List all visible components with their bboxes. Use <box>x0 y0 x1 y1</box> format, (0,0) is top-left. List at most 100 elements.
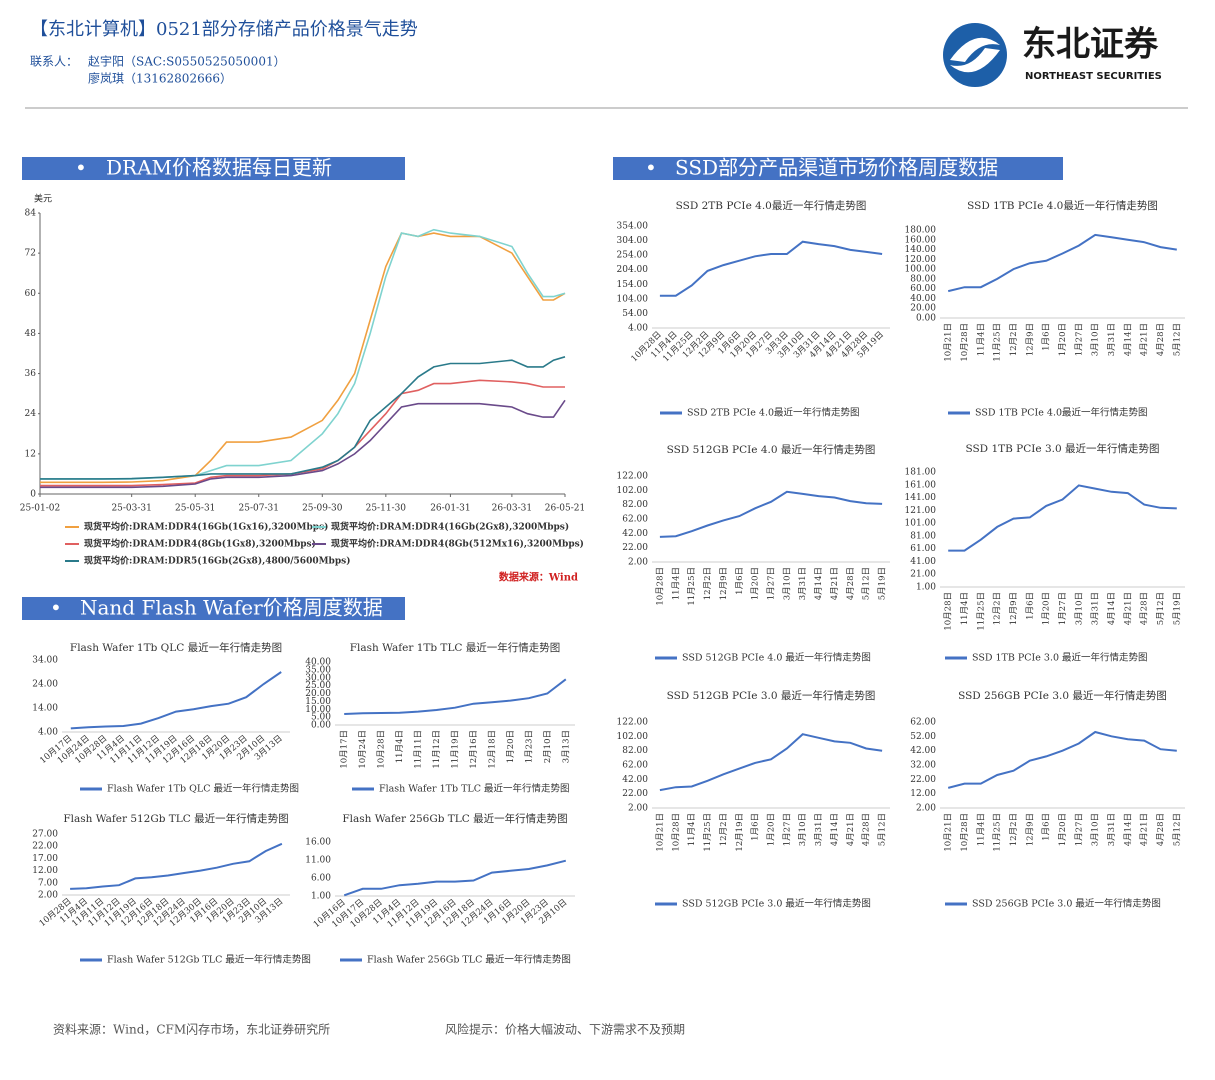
x-tick-label: 4月28日 <box>1140 592 1150 625</box>
chart-title: SSD 512GB PCIe 3.0 最近一年行情走势图 <box>667 689 876 702</box>
legend-label: 现货平均价:DRAM:DDR4(8Gb(1Gx8),3200Mbps) <box>84 538 316 550</box>
x-tick-label: 11月4日 <box>671 567 681 600</box>
x-tick-label: 10月21日 <box>944 323 954 362</box>
x-tick-label: 4月14日 <box>1123 323 1133 356</box>
x-tick-label: 3月31日 <box>1107 323 1117 356</box>
section-bar <box>613 157 1063 180</box>
x-tick-label: 1月20日 <box>751 567 761 600</box>
y-tick-label: 102.00 <box>617 732 649 742</box>
series-line <box>343 859 567 897</box>
y-tick-label: 20.00 <box>910 304 936 314</box>
y-tick-label: 35.00 <box>305 665 331 675</box>
x-tick-label: 1月20日 <box>1058 813 1068 846</box>
x-tick-label: 3月31日 <box>814 813 824 846</box>
y-tick-label: 62.00 <box>910 718 936 728</box>
y-tick-label: 122.00 <box>617 718 649 728</box>
y-tick-label: 40.00 <box>305 658 331 668</box>
series-line <box>40 228 566 480</box>
x-tick-label: 10月28日 <box>377 730 387 769</box>
x-tick-label: 3月13日 <box>561 730 571 763</box>
x-tick-label: 11月4日 <box>687 813 697 846</box>
chart-title: SSD 256GB PCIe 3.0 最近一年行情走势图 <box>958 689 1167 702</box>
y-tick-label: 36 <box>25 369 37 379</box>
y-tick-label: 2.00 <box>916 804 936 814</box>
y-tick-label: 22.00 <box>622 543 648 553</box>
section-bar <box>22 597 405 620</box>
x-tick-label: 10月21日 <box>944 813 954 852</box>
y-tick-label: 42.00 <box>910 746 936 756</box>
x-tick-label: 12月18日 <box>487 730 497 769</box>
series-line <box>40 356 566 480</box>
y-tick-label: 121.00 <box>905 506 937 516</box>
y-tick-label: 60.00 <box>910 284 936 294</box>
x-tick-label: 12月2日 <box>1009 323 1019 356</box>
y-tick-label: 122.00 <box>617 472 649 482</box>
footer-risk: 风险提示：价格大幅波动、下游需求不及预期 <box>445 1022 685 1037</box>
y-tick-label: 20.00 <box>305 689 331 699</box>
x-tick-label: 10月17日 <box>340 730 350 769</box>
x-tick-label: 4月28日 <box>1156 323 1166 356</box>
y-tick-label: 72 <box>25 249 36 259</box>
legend-label: Flash Wafer 256Gb TLC 最近一年行情走势图 <box>367 954 571 966</box>
y-tick-label: 5.00 <box>311 713 331 723</box>
y-tick-label: 81.00 <box>910 531 936 541</box>
series-line <box>948 484 1177 552</box>
x-tick-label: 1月20日 <box>767 813 777 846</box>
y-tick-label: 42.00 <box>622 529 648 539</box>
x-tick-label: 11月4日 <box>976 323 986 356</box>
chart-title: SSD 1TB PCIe 4.0最近一年行情走势图 <box>967 199 1158 212</box>
chart-title: SSD 512GB PCIe 4.0 最近一年行情走势图 <box>667 443 876 456</box>
chart-title: Flash Wafer 1Tb TLC 最近一年行情走势图 <box>350 641 561 654</box>
series-line <box>70 671 282 730</box>
x-tick-label: 3月31日 <box>1091 592 1101 625</box>
x-tick-label: 1月20日 <box>506 730 516 763</box>
x-tick-label: 10月24日 <box>358 730 368 769</box>
legend-label: 现货平均价:DRAM:DDR5(16Gb(2Gx8),4800/5600Mbps… <box>84 555 350 567</box>
series-line <box>659 490 883 538</box>
y-tick-label: 254.00 <box>617 251 649 261</box>
y-tick-label: 140.00 <box>905 245 937 255</box>
x-tick-label: 25-01-02 <box>20 504 60 514</box>
section-title: SSD部分产品渠道市场价格周度数据 <box>675 156 998 180</box>
y-tick-label: 1.00 <box>916 583 936 593</box>
x-tick-label: 10月28日 <box>944 592 954 631</box>
chart-title: SSD 2TB PCIe 4.0最近一年行情走势图 <box>676 199 867 212</box>
x-tick-label: 25-03-31 <box>111 504 151 514</box>
bullet: • <box>645 156 657 180</box>
x-tick-label: 1月23日 <box>524 730 534 763</box>
logo-en: NORTHEAST SECURITIES <box>1025 71 1162 82</box>
x-tick-label: 1月27日 <box>767 567 777 600</box>
x-tick-label: 12月9日 <box>1025 813 1035 846</box>
y-tick-label: 180.00 <box>905 226 937 236</box>
contact: 廖岚琪（13162802666） <box>88 71 232 86</box>
y-tick-label: 204.00 <box>617 265 649 275</box>
source: 数据来源：Wind <box>499 571 578 584</box>
x-tick-label: 4月28日 <box>1156 813 1166 846</box>
y-tick-label: 30.00 <box>305 673 331 683</box>
y-tick-label: 60 <box>25 289 37 299</box>
y-tick-label: 27.00 <box>32 830 58 840</box>
y-tick-label: 2.00 <box>38 891 58 901</box>
x-tick-label: 10月28日 <box>960 813 970 852</box>
x-tick-label: 3月10日 <box>782 567 792 600</box>
y-tick-label: 2.00 <box>628 804 648 814</box>
y-tick-label: 12 <box>25 449 36 459</box>
x-tick-label: 11月4日 <box>976 813 986 846</box>
x-tick-label: 1月6日 <box>1042 813 1052 841</box>
x-tick-label: 4月21日 <box>1140 323 1150 356</box>
x-tick-label: 26-01-31 <box>430 504 470 514</box>
y-tick-label: 42.00 <box>622 775 648 785</box>
y-tick-label: 16.00 <box>305 838 331 848</box>
x-tick-label: 1月6日 <box>1025 592 1035 620</box>
x-tick-label: 4月14日 <box>830 813 840 846</box>
logo-cn: 东北证券 <box>1022 25 1159 65</box>
y-tick-label: 17.00 <box>32 854 58 864</box>
x-tick-label: 1月27日 <box>1058 592 1068 625</box>
x-tick-label: 11月25日 <box>993 813 1003 852</box>
y-tick-label: 14.00 <box>32 704 58 714</box>
x-tick-label: 12月9日 <box>1025 323 1035 356</box>
x-tick-label: 25-07-31 <box>239 504 279 514</box>
series-line <box>40 379 565 487</box>
legend-label: SSD 1TB PCIe 3.0 最近一年行情走势图 <box>972 652 1148 664</box>
y-tick-label: 61.00 <box>910 544 936 554</box>
